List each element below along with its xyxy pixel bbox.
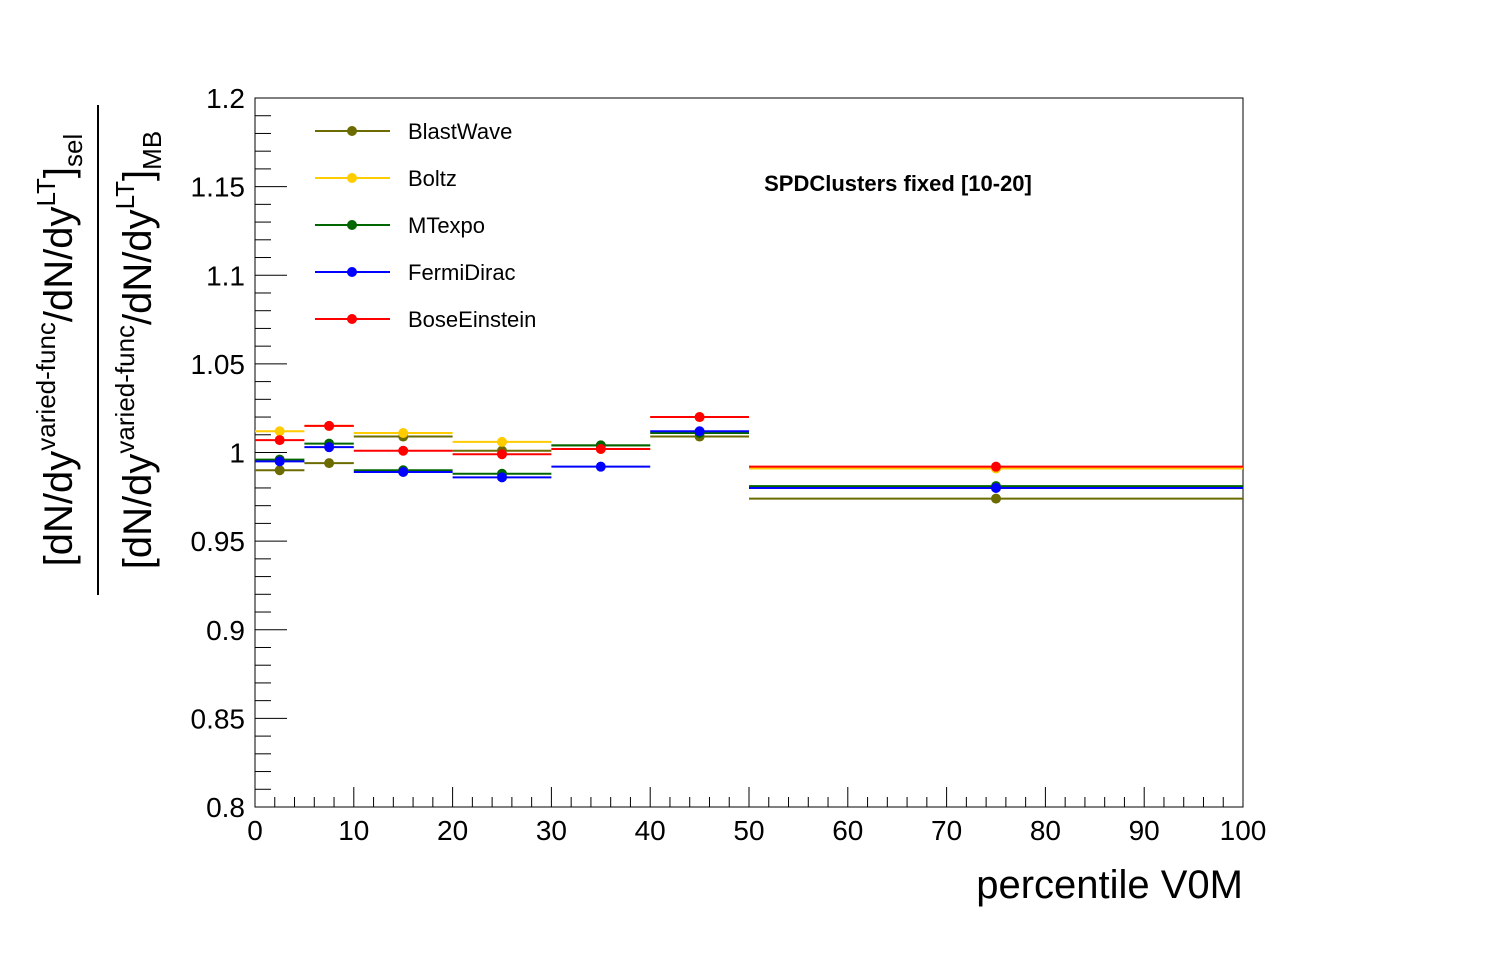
x-tick-label: 90: [1129, 815, 1160, 846]
data-point: [274, 426, 285, 437]
data-point: [991, 493, 1001, 504]
x-tick-label: 10: [338, 815, 369, 846]
legend-marker: [347, 220, 357, 230]
y-tick-label: 1.15: [191, 172, 246, 203]
y-label-den-close: ]: [116, 170, 160, 181]
data-point: [991, 482, 1001, 493]
x-tick-label: 70: [931, 815, 962, 846]
y-label-num-sub: sel: [58, 134, 88, 167]
y-axis: 0.8 0.85 0.9 0.95 1 1.05 1.1 1.15 1.2: [191, 83, 287, 823]
x-tick-label: 30: [536, 815, 567, 846]
x-tick-label: 0: [247, 815, 263, 846]
legend-item: FermiDirac: [315, 260, 516, 285]
y-label-num-sup1: varied-func: [31, 322, 61, 451]
data-point: [991, 461, 1001, 472]
data-point: [398, 445, 409, 456]
legend-item: BlastWave: [315, 119, 512, 144]
y-label-denominator: [dN/dyvaried-func/dN/dyLT]MB: [110, 131, 167, 569]
legend-item: BoseEinstein: [315, 307, 536, 332]
y-tick-label: 1.1: [206, 260, 245, 291]
data-point: [595, 443, 606, 454]
y-tick-label: 0.95: [191, 526, 246, 557]
legend-label: FermiDirac: [408, 260, 516, 285]
series-boseeinstein: [255, 412, 1243, 472]
y-label-den-mid: /dN/dy: [116, 209, 160, 325]
data-point: [274, 456, 285, 467]
data-series: [255, 412, 1243, 504]
series-fermidirac: [255, 426, 1243, 493]
data-point: [398, 466, 409, 477]
y-label-num-sup2: LT: [31, 178, 61, 207]
y-tick-label: 1.2: [206, 83, 245, 114]
data-point: [324, 420, 335, 431]
y-tick-label: 1: [229, 438, 245, 469]
data-point: [324, 442, 335, 453]
y-label-den-sup2: LT: [110, 181, 140, 210]
series-boltz: [255, 412, 1243, 474]
y-label-den-sup1: varied-func: [110, 325, 140, 454]
legend-label: MTexpo: [408, 213, 485, 238]
legend-marker: [347, 267, 357, 277]
x-axis: 0 10 20 30 40 50 60 70 80 90 100: [247, 787, 1266, 846]
legend-item: MTexpo: [315, 213, 485, 238]
y-label-den-main: [dN/dy: [116, 454, 160, 570]
legend: BlastWave Boltz MTexpo FermiDirac BoseEinste…: [315, 119, 536, 332]
legend-label: BoseEinstein: [408, 307, 536, 332]
chart-annotation: SPDClusters fixed [10-20]: [764, 171, 1032, 196]
y-label-num-mid: /dN/dy: [37, 206, 81, 322]
legend-marker: [347, 173, 357, 183]
data-point: [274, 465, 285, 476]
y-tick-label: 0.9: [206, 615, 245, 646]
data-point: [324, 458, 335, 469]
x-tick-label: 100: [1220, 815, 1267, 846]
data-point: [497, 472, 507, 483]
x-tick-label: 80: [1030, 815, 1061, 846]
y-label-num-main: [dN/dy: [37, 451, 81, 567]
y-label-numerator: [dN/dyvaried-func/dN/dyLT]sel: [31, 134, 88, 567]
data-point: [694, 412, 705, 423]
data-point: [497, 449, 507, 460]
y-label-num-close: ]: [37, 167, 81, 178]
legend-label: BlastWave: [408, 119, 512, 144]
y-tick-label: 0.8: [206, 792, 245, 823]
x-tick-label: 40: [635, 815, 666, 846]
y-tick-label: 1.05: [191, 349, 246, 380]
y-axis-label: [dN/dyvaried-func/dN/dyLT]sel [dN/dyvari…: [31, 105, 167, 595]
y-label-den-sub: MB: [137, 131, 167, 170]
x-tick-label: 20: [437, 815, 468, 846]
data-point: [595, 461, 606, 472]
legend-marker: [347, 126, 357, 136]
y-tick-label: 0.85: [191, 703, 246, 734]
x-axis-label: percentile V0M: [976, 863, 1243, 907]
x-tick-label: 50: [733, 815, 764, 846]
data-point: [497, 436, 507, 447]
data-point: [274, 435, 285, 446]
legend-item: Boltz: [315, 166, 457, 191]
legend-marker: [347, 314, 357, 324]
x-tick-label: 60: [832, 815, 863, 846]
legend-label: Boltz: [408, 166, 457, 191]
data-point: [398, 428, 409, 439]
data-point: [694, 426, 705, 437]
